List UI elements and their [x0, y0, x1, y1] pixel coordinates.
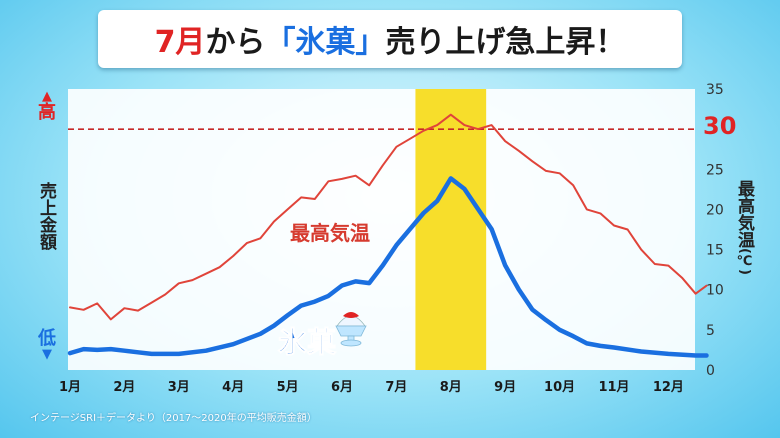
page-title: 7月 から 「氷菓」 売り上げ急上昇！ [98, 10, 682, 68]
left-axis-high-text: 高 [38, 102, 56, 123]
x-tick-label: 10月 [544, 380, 575, 395]
title-part-from: から [205, 25, 266, 60]
shaved-ice-icon [335, 312, 367, 347]
ice-sales-line [67, 176, 709, 358]
source-note: インテージSRI＋データより（2017～2020年の平均販売金額） [30, 413, 317, 424]
right-axis-label-text: 最高気温 [734, 180, 754, 248]
right-tick-label: 25 [706, 162, 724, 178]
x-tick-label: 7月 [385, 380, 407, 395]
right-tick-label: 20 [706, 202, 724, 218]
series-label-ice: 氷菓 [278, 325, 337, 359]
x-tick-label: 4月 [222, 380, 244, 395]
x-tick-label: 11月 [598, 380, 629, 395]
x-tick-label: 3月 [168, 380, 190, 395]
right-tick-label: 0 [706, 363, 715, 379]
july-august-highlight [415, 89, 487, 370]
x-tick-label: 12月 [653, 380, 684, 395]
right-axis-ticks: 0 5 10 15 20 25 35 [706, 82, 724, 379]
down-arrow-icon: ▼ [42, 347, 52, 362]
left-axis-high: ▲ 高 [36, 90, 58, 122]
threshold-label: 30 [703, 112, 737, 140]
title-part-ice: 「氷菓」 [265, 25, 386, 60]
left-axis-low-text: 低 [38, 328, 56, 349]
x-tick-label: 5月 [277, 380, 299, 395]
plot-area [68, 89, 695, 370]
right-axis-unit: (℃) [737, 248, 752, 275]
right-axis-label: 最高気温(℃) [732, 180, 757, 275]
right-tick-label: 15 [706, 243, 724, 259]
x-tick-label: 2月 [113, 380, 135, 395]
x-tick-label: 1月 [59, 380, 81, 395]
x-tick-label: 8月 [440, 380, 462, 395]
x-tick-label: 9月 [494, 380, 516, 395]
x-axis-labels: 1月 2月 3月 4月 5月 6月 7月 8月 9月 10月 11月 12月 [59, 380, 684, 395]
right-tick-label: 35 [706, 82, 724, 98]
temperature-line [69, 113, 708, 321]
title-part-rise: 売り上げ急上昇！ [385, 25, 626, 60]
title-part-month: 7月 [154, 25, 206, 60]
left-axis-low: 低 ▼ [36, 330, 58, 362]
left-axis-label: 売上金額 [36, 182, 56, 250]
up-arrow-icon: ▲ [42, 89, 52, 104]
x-tick-label: 6月 [331, 380, 353, 395]
series-layer [67, 113, 709, 358]
series-label-temperature: 最高気温 [290, 221, 370, 245]
right-tick-label: 5 [706, 323, 715, 339]
right-tick-label: 10 [706, 283, 724, 299]
